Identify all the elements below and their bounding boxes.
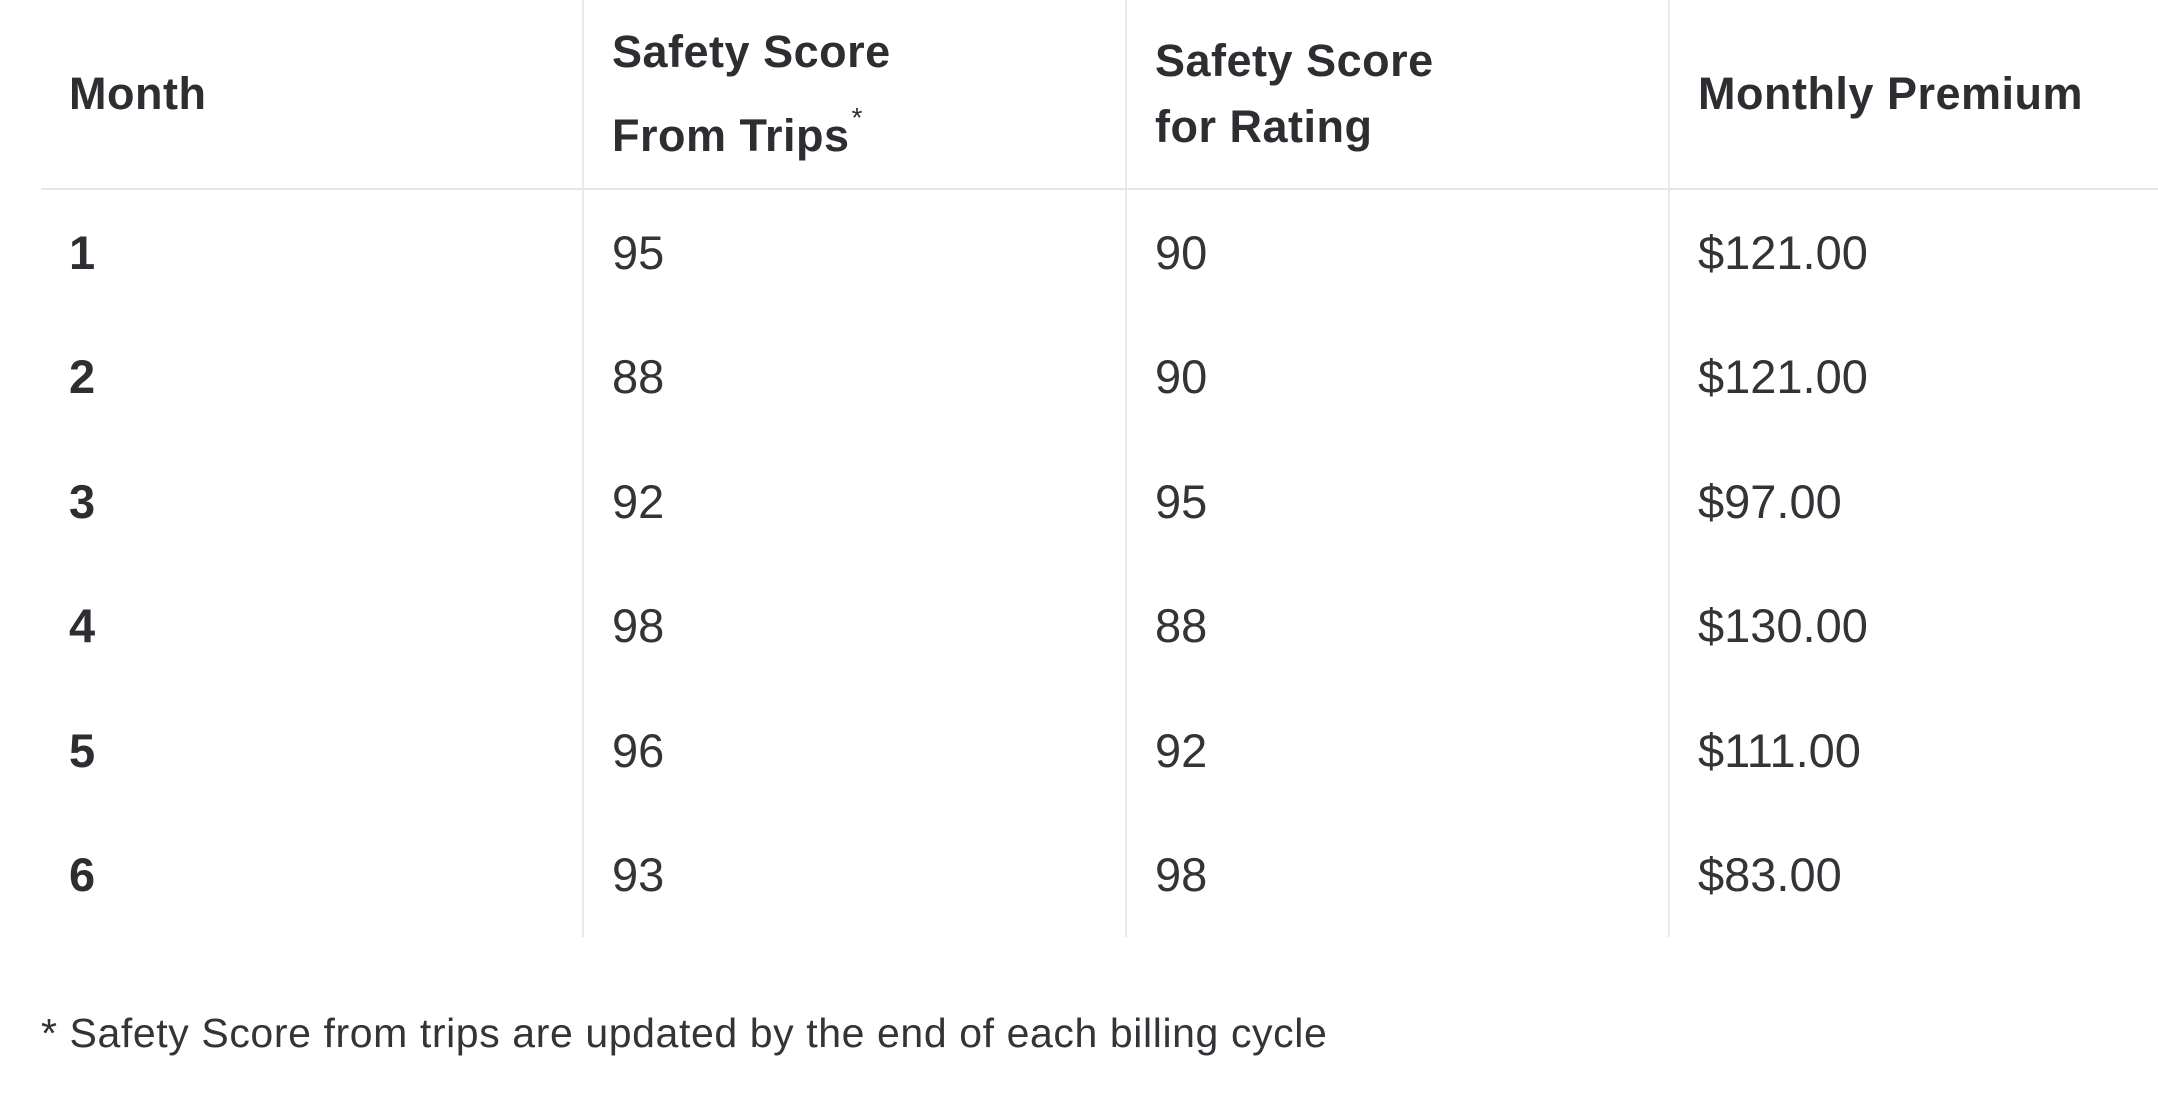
- header-text-line2: From Trips: [612, 110, 850, 161]
- table-row: 2 88 90 $121.00: [41, 314, 2158, 439]
- safety-score-trips-cell: 96: [582, 688, 1126, 813]
- premium-table-container: Month Safety Score From Trips* Safety Sc…: [41, 0, 2158, 937]
- month-cell: 3: [69, 474, 96, 528]
- safety-score-rating-cell: 95: [1125, 439, 1669, 564]
- safety-score-trips-cell: 88: [582, 314, 1126, 439]
- safety-score-rating-cell: 90: [1125, 314, 1669, 439]
- column-header-monthly-premium: Monthly Premium: [1668, 0, 2158, 190]
- premium-table: Month Safety Score From Trips* Safety Sc…: [41, 0, 2158, 937]
- safety-score-trips-cell: 93: [582, 812, 1126, 937]
- monthly-premium-cell: $97.00: [1668, 439, 2158, 564]
- header-text: Safety Score: [1155, 35, 1434, 86]
- safety-score-trips-cell: 95: [582, 189, 1126, 315]
- footnote-marker: *: [851, 102, 863, 133]
- header-text: Month: [69, 68, 207, 119]
- safety-score-trips-cell: 98: [582, 563, 1126, 688]
- monthly-premium-cell: $121.00: [1668, 314, 2158, 439]
- month-cell: 6: [69, 848, 96, 902]
- table-body: 1 95 90 $121.00 2 88 90 $121.00 3 92 95 …: [41, 189, 2158, 937]
- footnote: * Safety Score from trips are updated by…: [41, 1010, 1328, 1056]
- monthly-premium-cell: $130.00: [1668, 563, 2158, 688]
- column-header-month: Month: [41, 0, 583, 190]
- month-cell: 4: [69, 599, 96, 653]
- header-row: Month Safety Score From Trips* Safety Sc…: [41, 0, 2158, 190]
- header-text: Monthly Premium: [1698, 68, 2084, 119]
- month-cell: 2: [69, 350, 96, 404]
- table-row: 4 98 88 $130.00: [41, 563, 2158, 688]
- header-text: From Trips*: [612, 85, 1125, 169]
- safety-score-rating-cell: 90: [1125, 189, 1669, 315]
- safety-score-trips-cell: 92: [582, 439, 1126, 564]
- column-header-safety-score-from-trips: Safety Score From Trips*: [582, 0, 1126, 190]
- safety-score-rating-cell: 98: [1125, 812, 1669, 937]
- table-header: Month Safety Score From Trips* Safety Sc…: [41, 0, 2158, 190]
- table-row: 5 96 92 $111.00: [41, 688, 2158, 813]
- table-row: 6 93 98 $83.00: [41, 812, 2158, 937]
- monthly-premium-cell: $111.00: [1668, 688, 2158, 813]
- safety-score-rating-cell: 88: [1125, 563, 1669, 688]
- header-text-line2: for Rating: [1155, 101, 1373, 152]
- monthly-premium-cell: $83.00: [1668, 812, 2158, 937]
- table-row: 3 92 95 $97.00: [41, 439, 2158, 564]
- month-cell: 5: [69, 723, 96, 777]
- safety-score-rating-cell: 92: [1125, 688, 1669, 813]
- header-text: Safety Score: [612, 26, 891, 77]
- monthly-premium-cell: $121.00: [1668, 189, 2158, 315]
- month-cell: 1: [69, 225, 96, 279]
- column-header-safety-score-for-rating: Safety Score for Rating: [1125, 0, 1669, 190]
- table-row: 1 95 90 $121.00: [41, 189, 2158, 315]
